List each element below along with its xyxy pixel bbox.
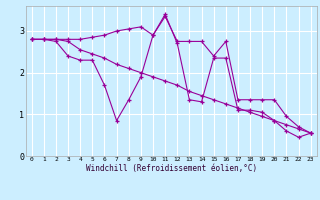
X-axis label: Windchill (Refroidissement éolien,°C): Windchill (Refroidissement éolien,°C) <box>86 164 257 173</box>
